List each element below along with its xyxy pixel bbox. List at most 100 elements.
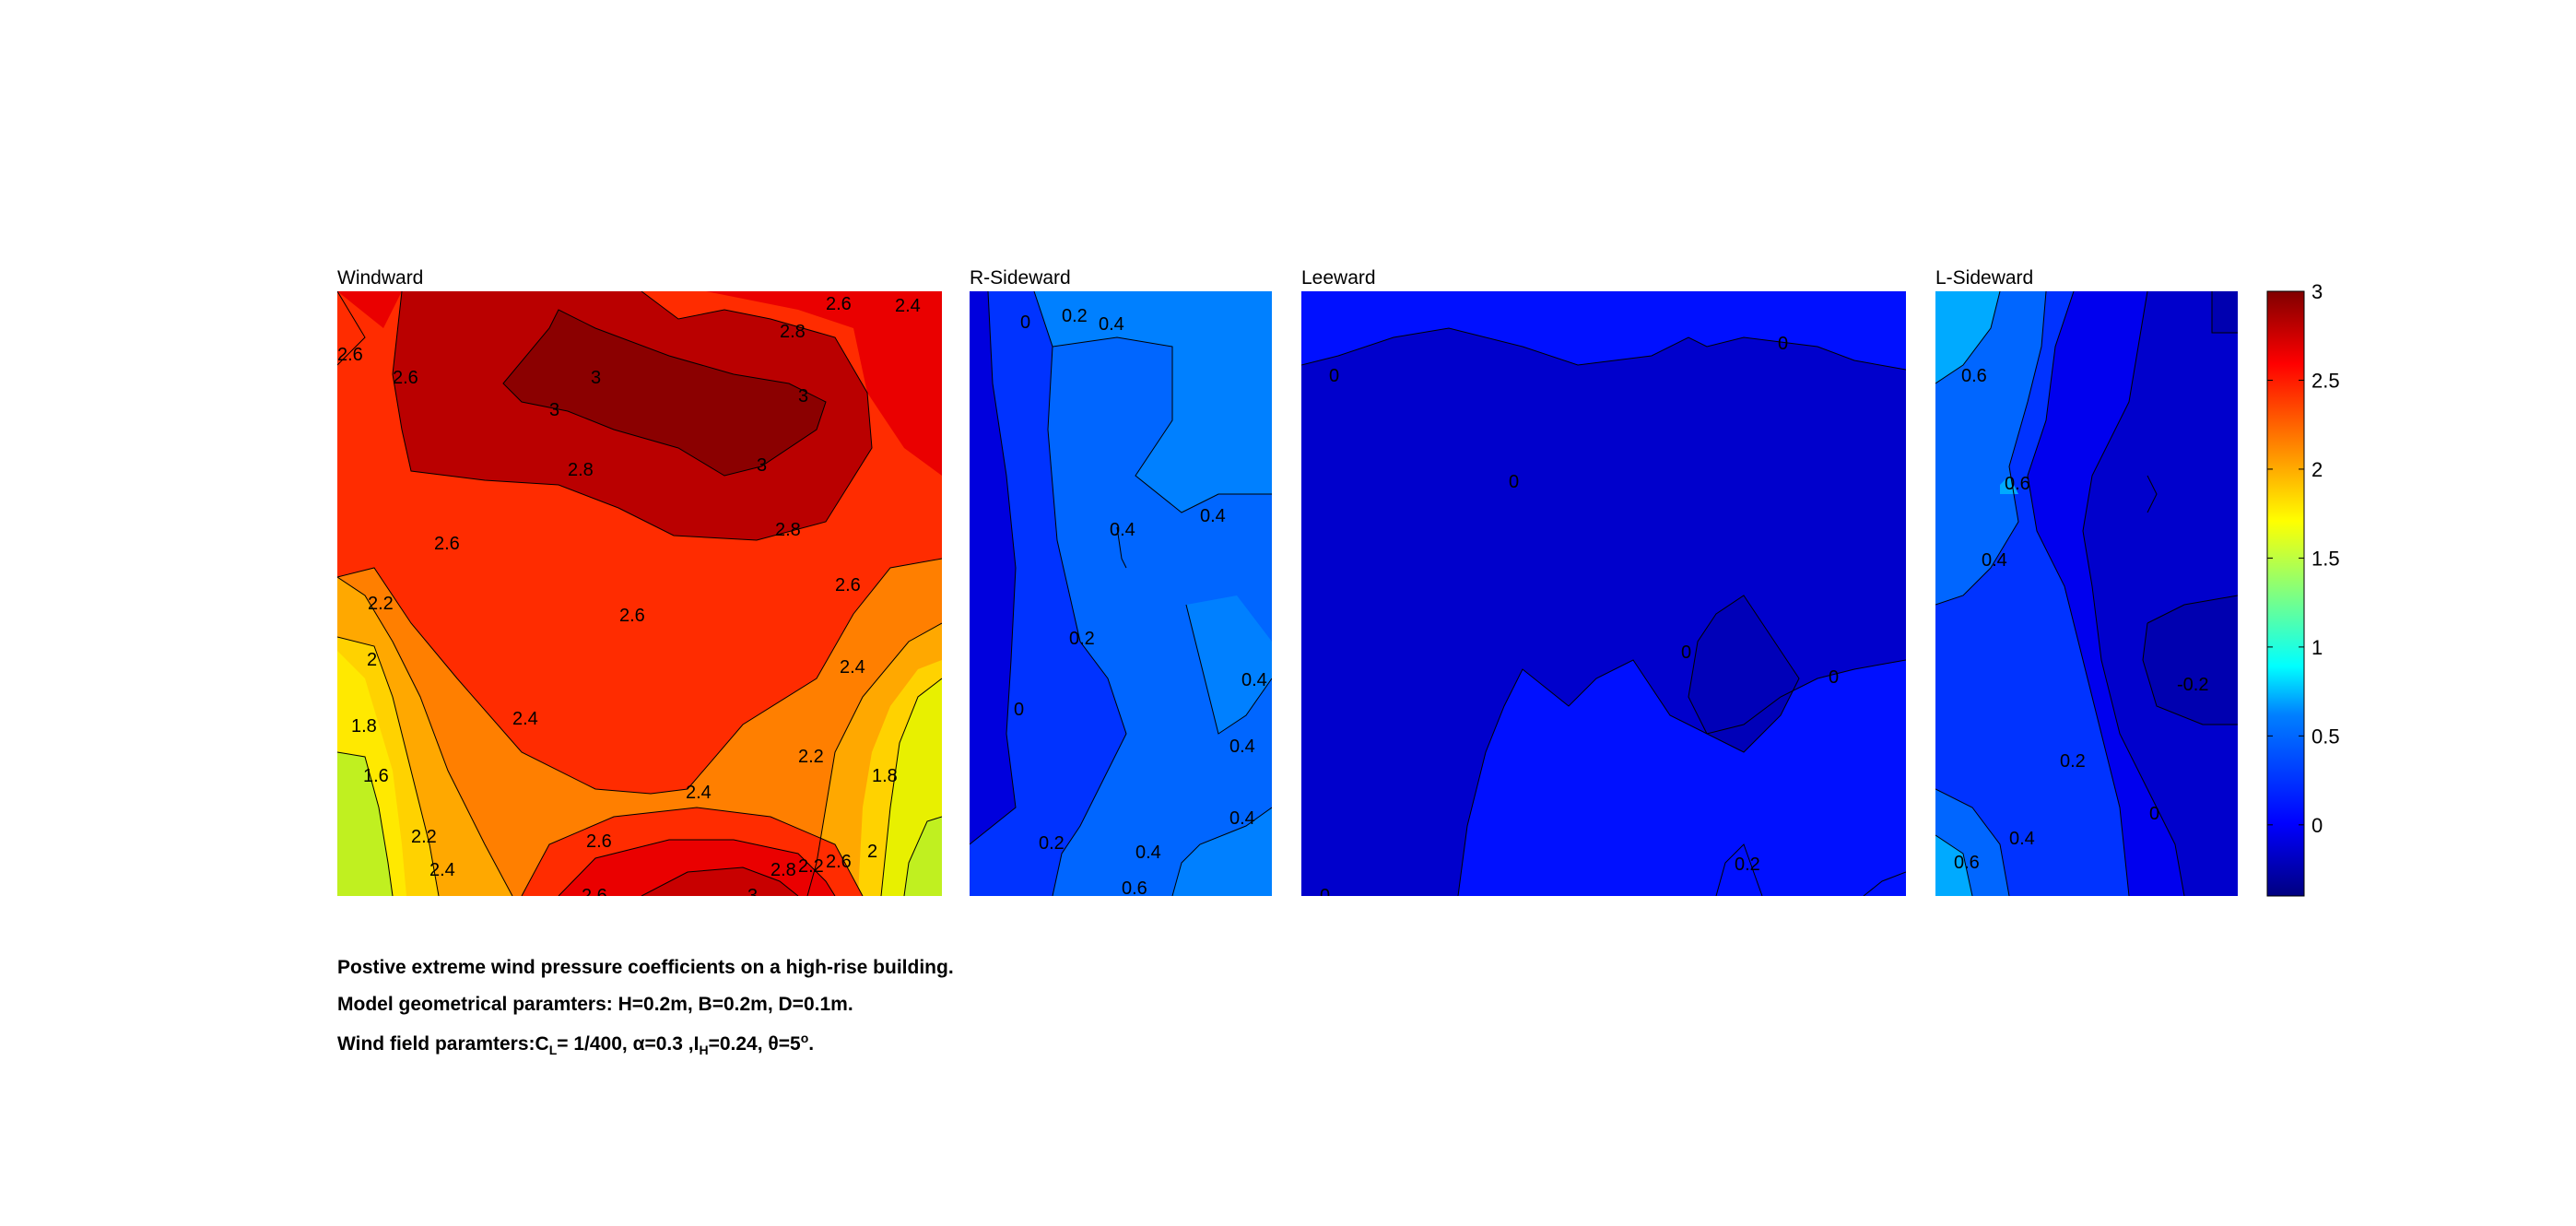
contour-label: 0 [1681,642,1691,663]
colorbar-tick-label: 1.5 [2311,547,2340,570]
contour-label: 0 [1778,334,1788,354]
contour-label: 2.4 [429,860,455,880]
contour-label: 0.6 [1961,366,1987,386]
colorbar-tick-label: 3 [2311,280,2323,303]
colorbar-tick-label: 2.5 [2311,369,2340,392]
labels-leeward: 0 0 0 0 0 0.2 0 [1320,334,1839,906]
contour-label: 2.8 [770,860,796,880]
fill-level-neg [1301,328,1906,896]
caption-line-3-mid1: = 1/400, α=0.3 ,I [557,1033,700,1055]
fill-level-neg-corner [2212,291,2238,333]
fill-level-3 [503,310,826,476]
caption-line-2: Model geometrical paramters: H=0.2m, B=0… [337,994,853,1015]
plot-windward: 2.6 2.4 2.6 2.8 2.6 3 3 3 3 2.8 2.6 2.8 … [337,291,942,906]
contour-label: 0 [1329,366,1339,386]
contour-label: 2.4 [895,296,921,316]
contour-lines-l-sideward [1935,291,2238,896]
colorbar: 3 2.5 2 1.5 1 0.5 0 [2266,280,2340,897]
contour-label: 0 [2149,804,2159,824]
fill-level-neg-inner [1688,595,1799,752]
colorbar-ticks: 3 2.5 2 1.5 1 0.5 0 [2267,280,2340,837]
contour-label: 0.4 [1982,550,2007,571]
contour-label: 1.6 [363,766,389,786]
colorbar-tick-label: 1 [2311,636,2323,659]
fill-level-3-bottom [641,867,798,896]
fill-level-0 [970,291,1016,844]
caption-line-3-mid2: =0.24, θ=5 [708,1033,801,1055]
fill-level-neg-0.2 [2143,595,2238,725]
contour-label: 0 [1829,667,1839,688]
colorbar-tick-label: 2 [2311,458,2323,481]
contour-label: 0.6 [2005,474,2030,494]
contour-label: 2.4 [512,709,538,729]
caption-line-3: Wind field paramters:CL= 1/400, α=0.3 ,I… [337,1031,814,1057]
contour-label: 0.2 [2060,751,2086,772]
contour-label: 0.2 [1735,855,1760,875]
contour-lines-r-sideward [970,291,1272,896]
contour-label: 0.6 [1122,878,1147,899]
contour-label: 3 [798,386,808,407]
fill-level-0.6-top [1034,291,1272,513]
fill-level-0.6-top [1935,291,2000,383]
fill-level-1.6 [337,752,393,896]
fill-level-0.6-bottom [1935,835,1972,896]
fill-level-0.2 [970,291,1126,896]
contour-label: 2.2 [411,827,437,847]
contour-label: 2.8 [780,322,806,342]
plot-r-sideward: 0 0.2 0.4 0.4 0.4 0.2 0 0.4 0.4 0.4 0.2 … [970,291,1272,899]
contour-label: 0.2 [1062,306,1088,326]
contour-lines-windward [337,291,942,896]
contour-label: 3 [757,455,767,476]
contour-label: 0.2 [1069,629,1095,649]
panel-title-l-sideward: L-Sideward [1935,267,2033,289]
contour-label: 0 [1020,312,1030,333]
contour-label: 2.6 [586,831,612,852]
contour-label: 2.6 [337,345,363,365]
caption-sup-degree: o [800,1031,809,1045]
contour-label: 0 [1320,886,1330,906]
colorbar-gradient [2266,290,2305,897]
labels-windward: 2.6 2.4 2.6 2.8 2.6 3 3 3 3 2.8 2.6 2.8 … [337,294,921,906]
contour-label: 0.4 [1135,843,1161,863]
labels-r-sideward: 0 0.2 0.4 0.4 0.4 0.2 0 0.4 0.4 0.4 0.2 … [1014,306,1267,899]
contour-label: 2.4 [840,657,865,678]
contour-label: 0.4 [1229,737,1255,757]
fill-level-1.6-right [904,817,942,896]
contour-label: -0.2 [2177,675,2208,695]
fill-level-0.6-mid [2000,476,2018,494]
contour-label: 0.4 [1200,506,1226,526]
contour-label: 2.6 [826,294,852,314]
plot-leeward: 0 0 0 0 0 0.2 0 [1301,291,1906,906]
fill-level-0.6-bottom [1172,808,1272,896]
contour-label: 2.6 [393,368,418,388]
plot-l-sideward: 0.6 0.6 0.4 -0.2 0.2 0 0.4 0.6 [1935,291,2238,896]
contour-label: 2 [367,650,377,670]
contour-label: 2.6 [582,886,607,906]
panel-title-leeward: Leeward [1301,267,1376,289]
contour-label: 2 [867,842,877,862]
colorbar-tick-label: 0 [2311,814,2323,837]
contour-label: 2.8 [775,520,801,540]
caption-sub-l: L [548,1043,558,1058]
fill-level-0.4 [1935,291,2046,605]
fill-level-2.6-2.8 [337,291,942,476]
contour-label: 1.8 [351,716,377,737]
contour-label: 2.6 [434,534,460,554]
caption-line-3-prefix: Wind field paramters:C [337,1033,549,1055]
contour-label: 2.6 [826,852,852,872]
colorbar-tick-label: 0.5 [2311,725,2340,748]
contour-label: 3 [591,368,601,388]
contour-label: 2.8 [568,460,594,480]
caption-line-3-end: . [808,1033,815,1055]
contour-label: 0.4 [2009,829,2035,849]
contour-label: 2.6 [619,606,645,626]
contour-label: 2.2 [798,856,824,877]
contour-label: 0.6 [1954,853,1980,873]
contour-label: 0.4 [1110,520,1135,540]
contour-label: 0.4 [1099,314,1124,335]
contour-label: 2.6 [835,575,861,595]
contour-label: 1.8 [872,766,898,786]
contour-label: 3 [549,400,559,420]
contour-label: 0 [1509,472,1519,492]
